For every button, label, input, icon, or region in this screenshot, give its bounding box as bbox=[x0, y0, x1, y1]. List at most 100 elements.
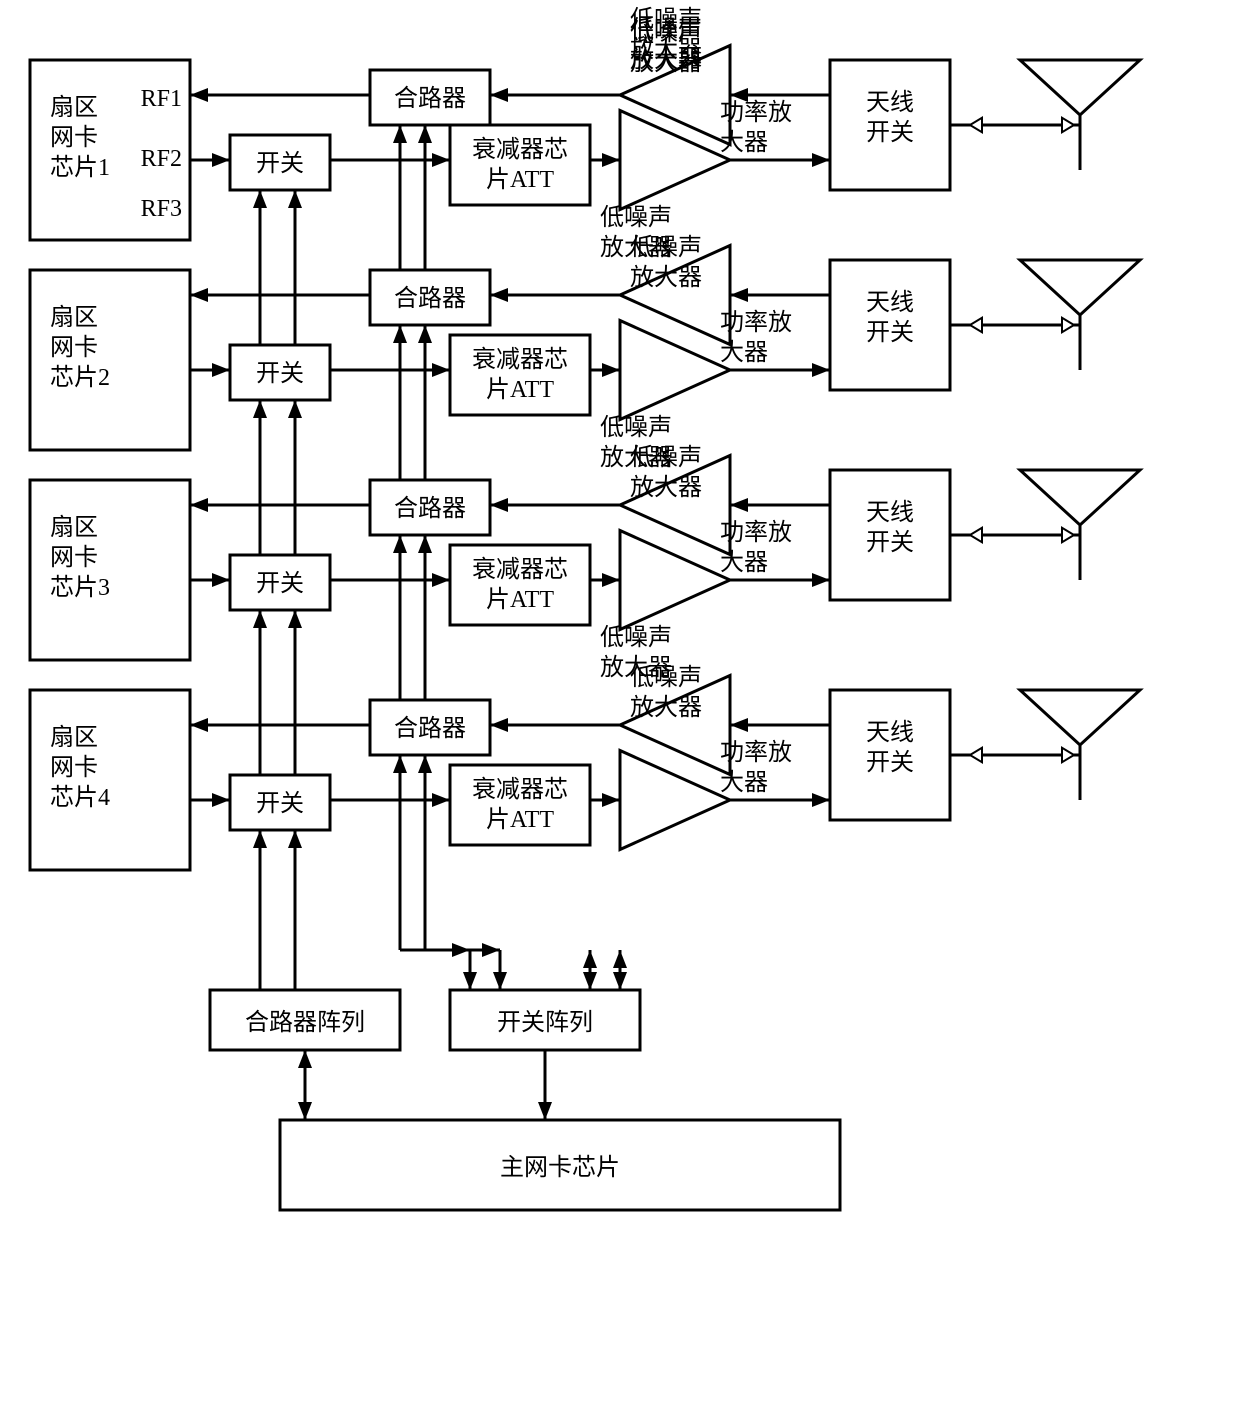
sector-label: 网卡 bbox=[50, 544, 98, 571]
antsw-label: 天线 bbox=[866, 719, 914, 746]
pa-label: 大器 bbox=[720, 339, 768, 366]
pa-label: 功率放 bbox=[720, 519, 792, 546]
arrow bbox=[602, 793, 620, 807]
lna-mid: 低噪声 bbox=[600, 624, 672, 651]
switch-label: 开关 bbox=[256, 790, 304, 817]
att-label: 衰减器芯 bbox=[472, 776, 568, 803]
lna-top: 低噪声 bbox=[630, 19, 702, 46]
arrow bbox=[212, 363, 230, 377]
sw-array-label: 开关阵列 bbox=[497, 1009, 593, 1036]
arrow bbox=[212, 793, 230, 807]
arrow bbox=[730, 498, 748, 512]
arrow bbox=[613, 950, 627, 968]
rf1: RF1 bbox=[141, 86, 182, 112]
antenna-icon bbox=[1020, 470, 1140, 525]
arrow bbox=[812, 153, 830, 167]
comb-array-label: 合路器阵列 bbox=[245, 1009, 365, 1036]
antenna-icon bbox=[1020, 60, 1140, 115]
sector-label: 网卡 bbox=[50, 754, 98, 781]
antenna-icon bbox=[1020, 690, 1140, 745]
arrow bbox=[493, 972, 507, 990]
sector-label: 扇区 bbox=[50, 514, 98, 541]
arrow bbox=[490, 88, 508, 102]
arrow bbox=[812, 363, 830, 377]
arrow bbox=[463, 972, 477, 990]
pa-label: 功率放 bbox=[720, 309, 792, 336]
arrow bbox=[298, 1102, 312, 1120]
dir-mark bbox=[970, 748, 982, 762]
arrow bbox=[432, 363, 450, 377]
lna-label: 放大器 bbox=[630, 474, 702, 501]
lna-mid: 低噪声 bbox=[600, 204, 672, 231]
lna-label: 低噪声 bbox=[630, 234, 702, 261]
arrow bbox=[212, 153, 230, 167]
arrow bbox=[432, 793, 450, 807]
lna-top: 放大器 bbox=[630, 49, 702, 76]
arrow bbox=[583, 950, 597, 968]
pa-label: 功率放 bbox=[720, 739, 792, 766]
combiner-label: 合路器 bbox=[394, 495, 466, 522]
antsw-label: 开关 bbox=[866, 749, 914, 776]
att-label: 片ATT bbox=[486, 806, 554, 833]
arrow bbox=[490, 498, 508, 512]
antsw-label: 开关 bbox=[866, 529, 914, 556]
arrow bbox=[583, 972, 597, 990]
att-label: 片ATT bbox=[486, 586, 554, 613]
sector-label: 扇区 bbox=[50, 94, 98, 121]
lna-label: 放大器 bbox=[630, 694, 702, 721]
switch-label: 开关 bbox=[256, 360, 304, 387]
dir-mark bbox=[1062, 318, 1074, 332]
switch-label: 开关 bbox=[256, 570, 304, 597]
rf2: RF2 bbox=[141, 146, 182, 172]
arrow bbox=[602, 153, 620, 167]
pa-label: 大器 bbox=[720, 129, 768, 156]
arrow bbox=[613, 972, 627, 990]
arrow bbox=[812, 573, 830, 587]
antenna-icon bbox=[1020, 260, 1140, 315]
antsw-label: 天线 bbox=[866, 89, 914, 116]
dir-mark bbox=[970, 118, 982, 132]
arrow bbox=[190, 288, 208, 302]
att-label: 片ATT bbox=[486, 166, 554, 193]
arrow bbox=[602, 573, 620, 587]
combiner-label: 合路器 bbox=[394, 715, 466, 742]
lna-mid: 低噪声 bbox=[600, 414, 672, 441]
rf3: RF3 bbox=[141, 196, 182, 222]
sector-label: 网卡 bbox=[50, 334, 98, 361]
antsw-label: 天线 bbox=[866, 499, 914, 526]
lna-label: 低噪声 bbox=[630, 444, 702, 471]
lna-label: 低噪声 bbox=[630, 664, 702, 691]
arrow bbox=[602, 363, 620, 377]
pa-label: 大器 bbox=[720, 769, 768, 796]
switch-label: 开关 bbox=[256, 150, 304, 177]
main-chip-label: 主网卡芯片 bbox=[500, 1154, 620, 1181]
combiner-label: 合路器 bbox=[394, 285, 466, 312]
sector-label: 扇区 bbox=[50, 724, 98, 751]
dir-mark bbox=[970, 528, 982, 542]
arrow bbox=[212, 573, 230, 587]
arrow bbox=[730, 288, 748, 302]
sector-label: 扇区 bbox=[50, 304, 98, 331]
arrow bbox=[538, 1102, 552, 1120]
sector-label: 芯片1 bbox=[50, 154, 110, 181]
pa-label: 大器 bbox=[720, 549, 768, 576]
lna-label: 放大器 bbox=[630, 264, 702, 291]
arrow bbox=[482, 943, 500, 957]
combiner-label: 合路器 bbox=[394, 85, 466, 112]
sector-label: 网卡 bbox=[50, 124, 98, 151]
dir-mark bbox=[1062, 528, 1074, 542]
arrow bbox=[190, 718, 208, 732]
antsw-label: 开关 bbox=[866, 319, 914, 346]
att-label: 衰减器芯 bbox=[472, 346, 568, 373]
att-label: 衰减器芯 bbox=[472, 556, 568, 583]
arrow bbox=[490, 718, 508, 732]
att-label: 衰减器芯 bbox=[472, 136, 568, 163]
att-label: 片ATT bbox=[486, 376, 554, 403]
sector-label: 芯片4 bbox=[50, 784, 110, 811]
arrow bbox=[298, 1050, 312, 1068]
arrow bbox=[190, 498, 208, 512]
arrow bbox=[730, 718, 748, 732]
arrow bbox=[812, 793, 830, 807]
dir-mark bbox=[1062, 748, 1074, 762]
arrow bbox=[432, 153, 450, 167]
